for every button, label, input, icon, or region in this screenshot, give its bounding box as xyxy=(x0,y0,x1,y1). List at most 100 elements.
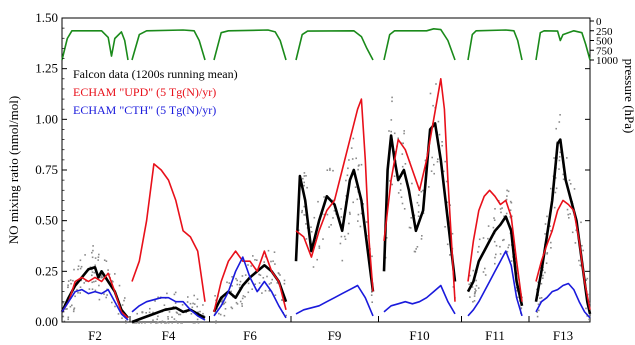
measurement-point xyxy=(121,304,124,306)
measurement-point xyxy=(581,244,583,247)
measurement-point xyxy=(73,308,75,311)
measurement-point xyxy=(191,306,194,309)
measurement-point xyxy=(71,304,73,307)
measurement-point xyxy=(550,247,552,249)
measurement-point xyxy=(84,254,86,256)
measurement-point xyxy=(415,248,417,250)
measurement-point xyxy=(171,322,173,324)
pressure-line-f10 xyxy=(383,28,456,61)
measurement-point xyxy=(79,267,82,270)
measurement-point xyxy=(157,321,159,324)
measurement-point xyxy=(261,292,263,294)
measurement-point xyxy=(67,318,69,321)
measurement-point xyxy=(108,273,111,275)
echam-upd-line-f2 xyxy=(61,272,129,319)
measurement-point xyxy=(343,235,346,238)
measurement-point xyxy=(493,240,496,243)
measurement-point xyxy=(473,300,476,302)
measurement-point xyxy=(138,322,140,324)
measurement-point xyxy=(167,322,170,324)
measurement-point xyxy=(469,296,471,298)
measurement-point xyxy=(391,183,393,186)
measurement-point xyxy=(510,201,513,204)
measurement-point xyxy=(123,299,125,302)
measurement-point xyxy=(357,165,360,167)
measurement-point xyxy=(231,307,234,310)
measurement-point xyxy=(417,204,420,207)
measurement-point xyxy=(505,198,508,201)
measurement-point xyxy=(97,259,99,261)
measurement-point xyxy=(437,120,440,123)
measurement-point xyxy=(474,288,476,290)
measurement-point xyxy=(155,322,157,324)
y-tick-label: 0.75 xyxy=(35,162,58,177)
measurement-point xyxy=(507,246,509,249)
measurement-point xyxy=(94,257,97,259)
measurement-point xyxy=(235,301,238,304)
measurement-point xyxy=(310,231,313,233)
measurement-point xyxy=(413,250,416,253)
measurement-point xyxy=(178,313,180,316)
measurement-point xyxy=(539,297,541,299)
measurement-point xyxy=(121,317,123,319)
measurement-point xyxy=(559,114,561,116)
measurement-point xyxy=(370,294,373,296)
measurement-point xyxy=(244,296,246,298)
measurement-point xyxy=(451,232,454,235)
measurement-point xyxy=(199,310,201,313)
measurement-point xyxy=(72,279,74,282)
measurement-point xyxy=(135,322,138,324)
measurement-point xyxy=(231,276,233,278)
measurement-point xyxy=(441,144,443,147)
measurement-point xyxy=(318,247,321,249)
measurement-point xyxy=(303,181,305,184)
measurement-point xyxy=(157,296,159,299)
measurement-point xyxy=(397,137,399,140)
y-tick-label: 1.00 xyxy=(35,111,58,126)
measurement-point xyxy=(475,289,477,292)
measurement-point xyxy=(192,302,194,305)
measurement-point xyxy=(190,313,193,315)
measurement-point xyxy=(274,294,277,296)
measurement-point xyxy=(429,92,432,95)
echam-cth-line-f6 xyxy=(213,256,287,319)
measurement-point xyxy=(174,302,177,304)
measurement-point xyxy=(281,299,283,301)
measurement-point xyxy=(305,238,308,240)
echam-cth-line-f13 xyxy=(535,282,591,319)
measurement-point xyxy=(161,320,164,323)
flight-label: F11 xyxy=(485,328,505,343)
measurement-point xyxy=(544,223,547,225)
measurement-point xyxy=(323,213,326,216)
measurement-point xyxy=(340,235,343,238)
measurement-point xyxy=(344,238,347,240)
measurement-point xyxy=(411,182,413,185)
measurement-point xyxy=(247,291,250,294)
measurement-point xyxy=(403,132,405,135)
right-axis-title: pressure (hPa) xyxy=(622,59,635,134)
measurement-point xyxy=(303,214,305,216)
measurement-point xyxy=(149,307,151,310)
measurement-point xyxy=(558,156,561,158)
measurement-point xyxy=(91,251,93,254)
measurement-point xyxy=(432,104,434,107)
measurement-point xyxy=(238,286,241,289)
measurement-point xyxy=(477,287,480,289)
measurement-point xyxy=(274,263,276,265)
measurement-point xyxy=(258,282,261,284)
measurement-point xyxy=(196,298,199,300)
measurement-point xyxy=(430,170,433,172)
measurement-point xyxy=(91,281,93,284)
measurement-point xyxy=(94,289,97,292)
measurement-point xyxy=(482,237,485,239)
measurement-point xyxy=(111,280,113,282)
measurement-point xyxy=(494,262,496,265)
measurement-point xyxy=(310,226,312,228)
measurement-point xyxy=(236,279,238,282)
measurement-point xyxy=(421,235,423,237)
measurement-point xyxy=(77,268,79,271)
measurement-point xyxy=(443,170,445,173)
measurement-point xyxy=(79,292,81,294)
measurement-point xyxy=(241,297,244,300)
measurement-point xyxy=(224,308,227,310)
